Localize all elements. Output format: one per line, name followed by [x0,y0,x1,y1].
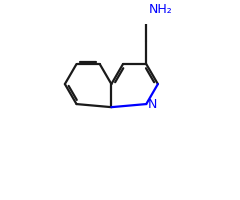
Text: N: N [148,98,157,111]
Text: NH₂: NH₂ [149,3,172,16]
